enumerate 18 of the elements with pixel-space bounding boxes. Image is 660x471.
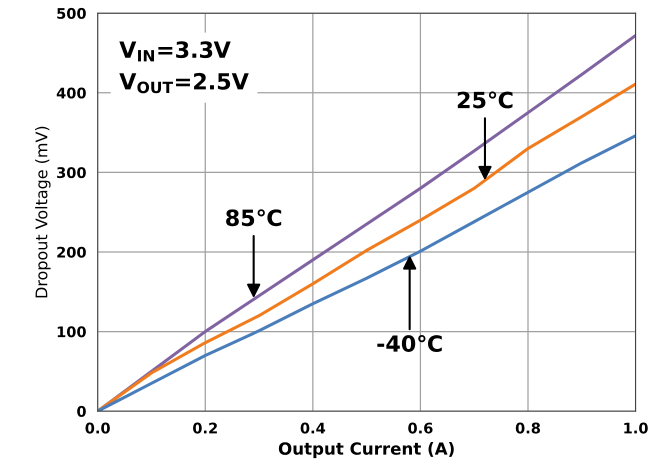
annotation: -40℃ <box>377 335 442 352</box>
y-tick-label: 0 <box>77 406 86 417</box>
y-tick-label: 400 <box>56 88 86 99</box>
x-tick-label: 0.8 <box>516 422 540 434</box>
y-tick-label: 300 <box>57 167 86 178</box>
y-tick-label: 500 <box>57 8 86 19</box>
y-tick-label: 200 <box>57 246 86 258</box>
x-axis-title: Output Current (A) <box>278 442 454 458</box>
annotation: 25℃ <box>458 91 512 108</box>
x-tick-label: 0.4 <box>300 422 326 434</box>
text: V$_{IN}$=3.3V V$_{OUT}$=2.5V <box>119 41 249 94</box>
x-tick-label: 0.2 <box>193 422 217 434</box>
annotation: 85℃ <box>226 209 282 226</box>
x-tick-label: 0.0 <box>85 422 110 434</box>
y-axis-title: Dropout Voltage (mV) <box>35 126 51 298</box>
x-tick-label: 0.6 <box>408 422 433 434</box>
x-tick-label: 1.0 <box>624 422 648 434</box>
y-tick-label: 100 <box>58 326 86 338</box>
